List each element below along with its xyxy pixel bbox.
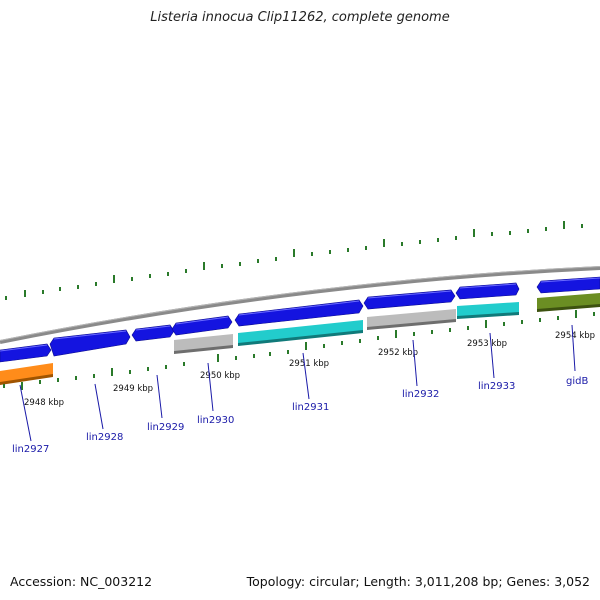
gene-arrow-gidB-forward[interactable] <box>536 276 600 294</box>
feature-orange <box>0 363 53 384</box>
tick-label-2952: 2952 kbp <box>378 348 418 358</box>
tick-label-2948: 2948 kbp <box>24 398 64 408</box>
gene-arrow-lin2927[interactable] <box>0 343 52 363</box>
tick-label-2954: 2954 kbp <box>555 331 595 341</box>
gene-label-lin2930[interactable]: lin2930 <box>197 415 234 426</box>
gene-label-lin2928[interactable]: lin2928 <box>86 432 123 443</box>
gene-label-lin2929[interactable]: lin2929 <box>147 422 184 433</box>
upper-tick-track <box>5 221 583 300</box>
genome-backbone <box>0 266 600 344</box>
gene-label-lin2932[interactable]: lin2932 <box>402 389 439 400</box>
topology-text: Topology: circular; Length: 3,011,208 bp… <box>246 574 590 589</box>
kbp-labels: 2948 kbp 2949 kbp 2950 kbp 2951 kbp 2952… <box>24 331 595 408</box>
tick-label-2950: 2950 kbp <box>200 371 240 381</box>
gene-arrow-lin2929[interactable] <box>131 324 175 342</box>
gene-label-lin2933[interactable]: lin2933 <box>478 381 515 392</box>
gene-arrow-lin2933[interactable] <box>455 282 520 300</box>
gene-label-lin2927[interactable]: lin2927 <box>12 444 49 455</box>
tick-label-2951: 2951 kbp <box>289 359 329 369</box>
feature-gray-2 <box>367 309 456 329</box>
gene-arrow-highlights <box>0 277 600 352</box>
gene-label-gidB[interactable]: gidB <box>566 376 588 387</box>
feature-cyan-1 <box>238 320 363 345</box>
tick-label-2953: 2953 kbp <box>467 339 507 349</box>
gene-labels: lin2927 lin2928 lin2929 lin2930 lin2931 … <box>12 376 588 455</box>
forward-gene-track <box>0 276 600 363</box>
accession-text: Accession: NC_003212 <box>10 574 153 589</box>
gene-arrow-lin2930[interactable] <box>171 315 233 336</box>
gene-arrow-lin2928[interactable] <box>49 329 131 357</box>
lower-tick-track <box>3 310 595 390</box>
gene-arrow-lin2932[interactable] <box>363 289 456 310</box>
gene-arrow-lin2931[interactable] <box>234 299 364 327</box>
gene-leader-lines <box>19 324 576 442</box>
gene-label-lin2931[interactable]: lin2931 <box>292 402 329 413</box>
feature-track <box>0 293 600 385</box>
genome-title: Listeria innocua Clip11262, complete gen… <box>150 10 450 25</box>
tick-label-2949: 2949 kbp <box>113 384 153 394</box>
